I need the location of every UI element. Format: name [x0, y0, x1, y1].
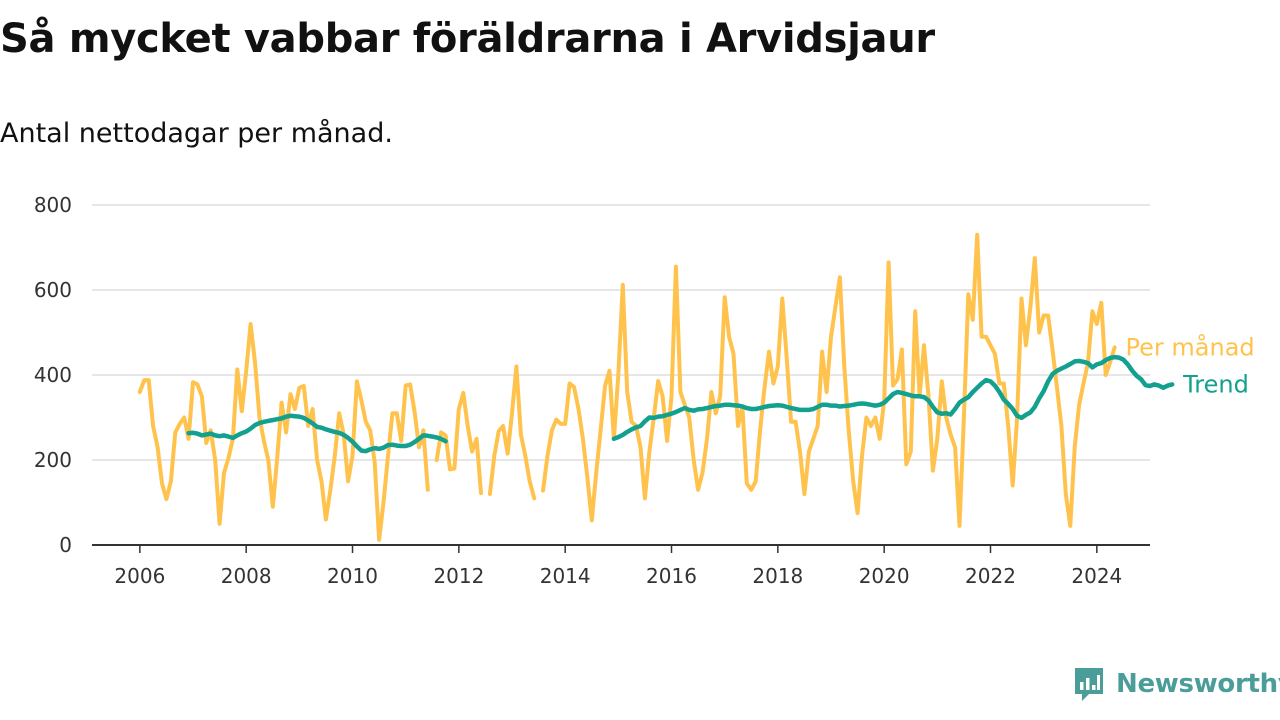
x-tick-label: 2014: [540, 564, 591, 588]
monthly-line: [137, 232, 1117, 542]
newsworthy-logo-icon: [1075, 668, 1103, 701]
x-tick-label: 2016: [646, 564, 697, 588]
monthly-series-label: Per månad: [1126, 332, 1255, 361]
trend-series-label: Trend: [1182, 370, 1249, 398]
y-tick-label: 800: [34, 193, 72, 217]
x-tick-label: 2010: [327, 564, 378, 588]
series-labels: Per månad Trend: [1126, 332, 1255, 398]
x-tick-label: 2012: [433, 564, 484, 588]
x-tick-label: 2008: [221, 564, 272, 588]
series-lines: [137, 232, 1175, 542]
x-tick-label: 2020: [859, 564, 910, 588]
chart-title: Så mycket vabbar föräldrarna i Arvidsjau…: [0, 16, 935, 62]
x-tick-label: 2024: [1071, 564, 1122, 588]
newsworthy-brand: Newsworthy: [1072, 664, 1280, 704]
x-tick-label: 2022: [965, 564, 1016, 588]
chart-subtitle: Antal nettodagar per månad.: [0, 118, 393, 149]
y-tick-label: 600: [34, 278, 72, 302]
y-tick-label: 400: [34, 363, 72, 387]
trend-line: [186, 354, 1175, 454]
x-tick-label: 2006: [114, 564, 165, 588]
x-axis: 2006 2008 2010 2012 2014 2016 2018 2020 2022 2024: [92, 544, 1150, 588]
y-tick-label: 200: [34, 448, 72, 472]
x-tick-label: 2018: [752, 564, 803, 588]
brand-name: Newsworthy: [1116, 669, 1280, 699]
y-tick-label: 0: [59, 533, 72, 557]
